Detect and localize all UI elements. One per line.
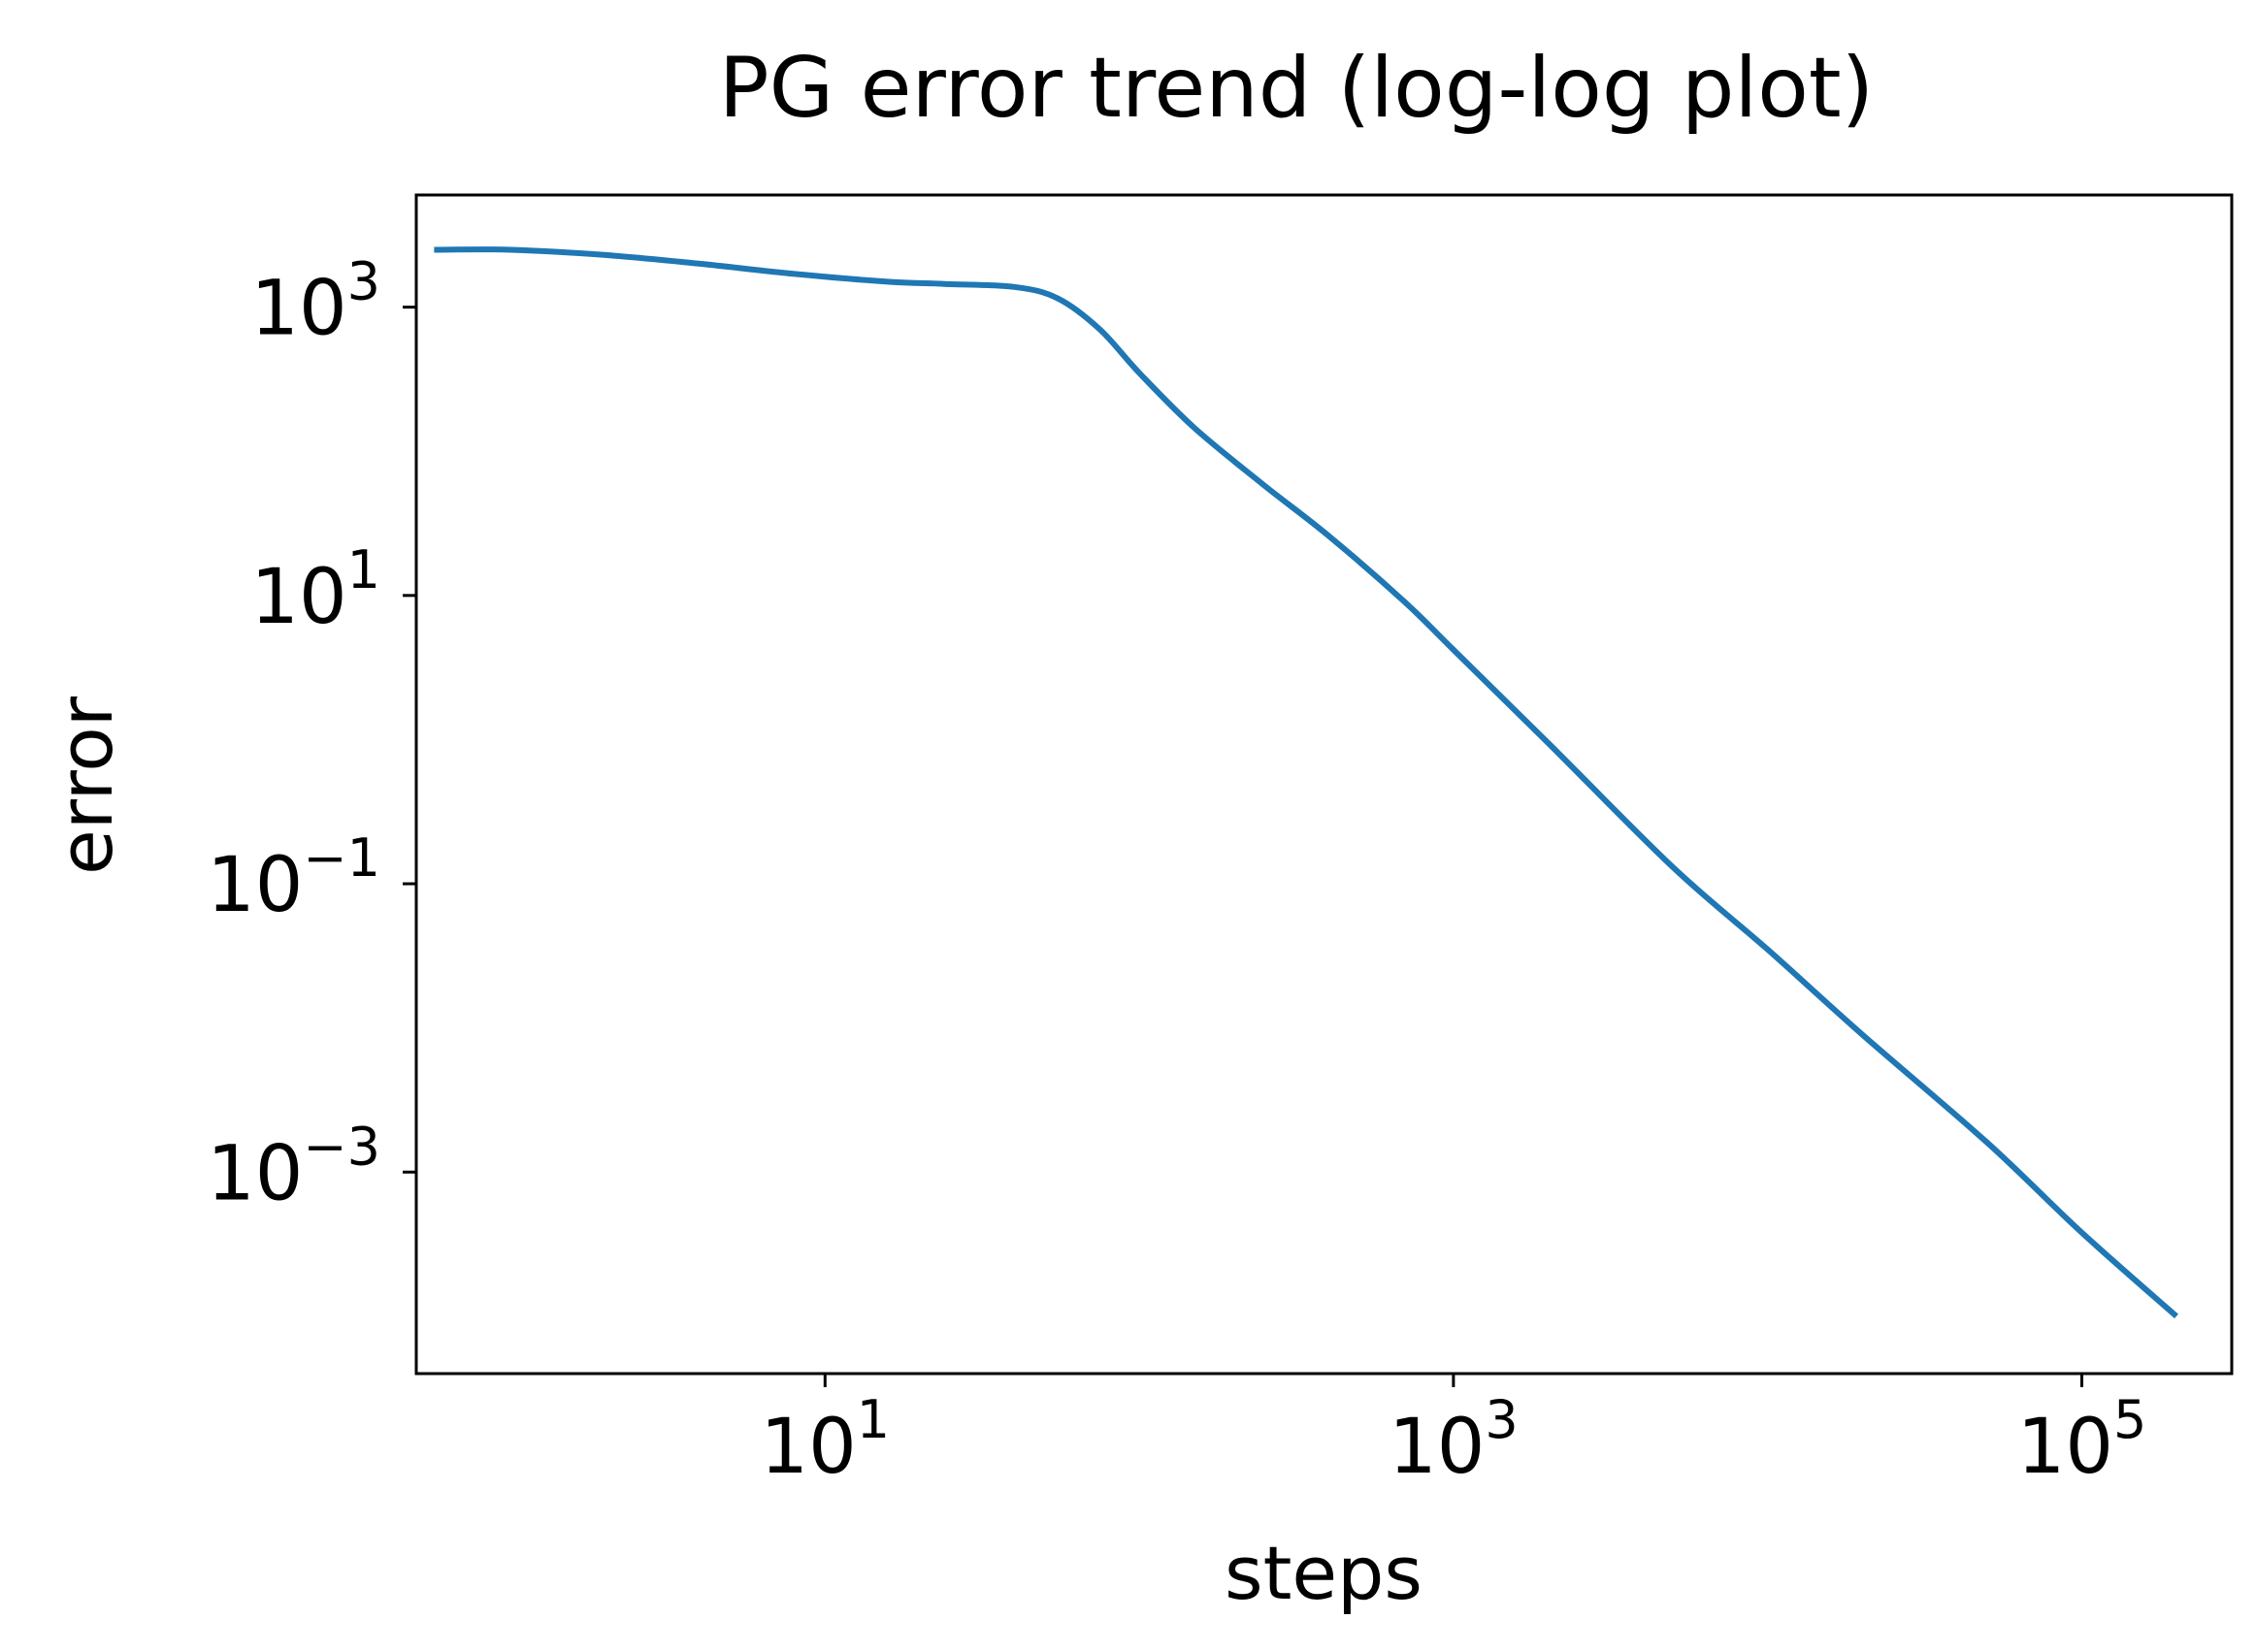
y-tick-label: 10−3 [207, 1116, 380, 1217]
y-tick-label: 10−1 [207, 827, 380, 929]
plot-area [434, 246, 2178, 1319]
plot-frame [414, 193, 2234, 1376]
x-tick-label: 101 [760, 1389, 890, 1491]
y-axis: 103 101 10−1 10−3 [207, 251, 416, 1217]
x-tick-label: 105 [2017, 1389, 2147, 1491]
x-tick-label: 103 [1389, 1389, 1519, 1491]
x-axis-label: steps [1225, 1530, 1422, 1616]
y-tick-label: 101 [250, 539, 380, 641]
y-tick-label: 103 [250, 251, 380, 353]
series-line-0 [434, 246, 2178, 1319]
chart-title: PG error trend (log-log plot) [719, 40, 1874, 137]
y-axis-label: error [43, 696, 129, 875]
x-axis: 101 103 105 [760, 1374, 2146, 1491]
